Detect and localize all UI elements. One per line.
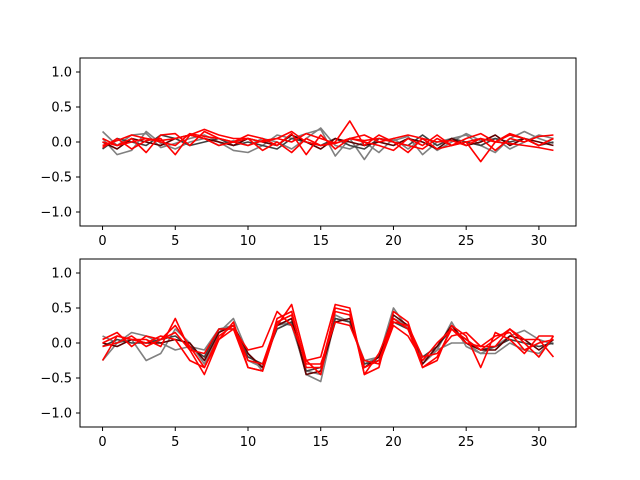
top-x-tick-label: 15: [312, 234, 329, 249]
top-x-tick-label: 5: [171, 234, 179, 249]
bottom-x-tick-label: 25: [458, 435, 475, 450]
top-axes: 0 5 10 15 20 25 30 −1.0 −0.5 0.0 0.5 1.0: [40, 57, 577, 249]
top-x-tick-label: 20: [385, 234, 402, 249]
top-x-tick-label: 10: [240, 234, 257, 249]
top-x-tick-label: 0: [98, 234, 106, 249]
bottom-x-tick-label: 20: [385, 435, 402, 450]
bottom-series-line-8: [102, 310, 555, 372]
bottom-x-tick-label: 30: [531, 435, 548, 450]
bottom-y-tick-label: −0.5: [40, 372, 72, 387]
top-y-tick-label: 0.0: [51, 136, 72, 151]
top-y-tick-label: 0.5: [51, 101, 72, 116]
bottom-y-tick-label: 0.0: [51, 337, 72, 352]
bottom-x-tick-label: 5: [171, 435, 179, 450]
bottom-y-tick-label: 1.0: [51, 267, 72, 282]
top-x-tick-label: 25: [458, 234, 475, 249]
bottom-axes: 0 5 10 15 20 25 30 −1.0 −0.5 0.0 0.5 1.0: [40, 258, 577, 450]
top-y-tick-label: −0.5: [40, 171, 72, 186]
bottom-x-tick-label: 10: [240, 435, 257, 450]
top-series-line-8: [102, 128, 554, 152]
bottom-x-tick-label: 0: [98, 435, 106, 450]
top-y-tick-label: −1.0: [40, 206, 72, 221]
top-y-tick-label: 1.0: [51, 66, 72, 81]
bottom-y-tick-label: −1.0: [40, 407, 72, 422]
bottom-x-tick-label: 15: [312, 435, 329, 450]
top-series-line-7: [102, 132, 554, 154]
bottom-y-tick-label: 0.5: [51, 302, 72, 317]
bottom-series-line-7: [102, 314, 554, 369]
bottom-series-line-5: [101, 303, 554, 376]
top-x-tick-label: 30: [531, 234, 548, 249]
